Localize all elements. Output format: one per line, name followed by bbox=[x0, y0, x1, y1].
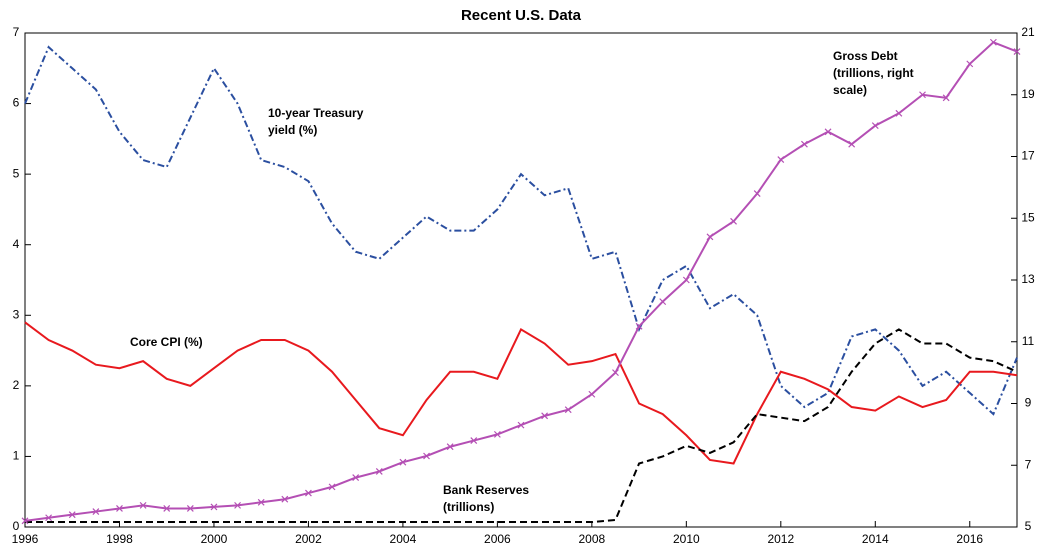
y2-tick-label: 17 bbox=[1021, 149, 1035, 163]
y2-tick-label: 11 bbox=[1022, 334, 1035, 348]
point-marker bbox=[399, 458, 407, 466]
y2-tick-label: 15 bbox=[1021, 210, 1035, 224]
annotation: Bank Reserves bbox=[443, 483, 529, 497]
series-line bbox=[24, 45, 1018, 416]
x-tick-label: 2000 bbox=[201, 532, 228, 546]
point-marker bbox=[210, 503, 218, 511]
point-marker bbox=[848, 140, 856, 148]
x-tick-label: 2004 bbox=[390, 532, 417, 546]
point-marker bbox=[45, 514, 53, 522]
point-marker bbox=[635, 322, 643, 330]
point-marker bbox=[116, 505, 123, 512]
point-marker bbox=[139, 501, 147, 509]
series-line bbox=[25, 328, 1018, 524]
point-marker bbox=[612, 369, 619, 377]
annotation: scale) bbox=[833, 83, 867, 97]
y-tick-label: 5 bbox=[13, 166, 20, 180]
chart-title: Recent U.S. Data bbox=[461, 7, 582, 24]
point-marker bbox=[186, 505, 194, 512]
point-marker bbox=[966, 60, 974, 68]
point-marker bbox=[68, 511, 76, 519]
x-tick-label: 2008 bbox=[579, 532, 606, 546]
plot-frame bbox=[24, 32, 1018, 528]
x-tick-label: 2006 bbox=[484, 532, 511, 546]
point-marker bbox=[588, 390, 596, 398]
point-marker bbox=[234, 501, 241, 509]
point-marker bbox=[92, 508, 100, 515]
y-tick-label: 0 bbox=[13, 519, 20, 533]
y2-tick-label: 21 bbox=[1021, 25, 1035, 39]
point-marker bbox=[541, 412, 549, 420]
annotation: Core CPI (%) bbox=[130, 335, 203, 349]
y-tick-label: 3 bbox=[13, 307, 20, 321]
y-tick-label: 2 bbox=[13, 378, 20, 392]
y-tick-label: 7 bbox=[13, 25, 20, 39]
point-marker bbox=[564, 406, 572, 414]
point-marker bbox=[824, 128, 832, 136]
point-marker bbox=[730, 217, 737, 225]
y-tick-label: 1 bbox=[13, 449, 20, 463]
point-marker bbox=[1013, 48, 1021, 55]
y2-tick-label: 19 bbox=[1021, 87, 1035, 101]
x-tick-label: 2002 bbox=[295, 532, 322, 546]
point-marker bbox=[163, 505, 171, 512]
point-marker bbox=[895, 109, 903, 117]
y-tick-label: 6 bbox=[13, 96, 20, 110]
point-marker bbox=[328, 483, 336, 491]
annotation: yield (%) bbox=[268, 123, 317, 137]
point-marker bbox=[470, 437, 478, 444]
y2-tick-label: 7 bbox=[1025, 457, 1032, 471]
point-marker bbox=[659, 298, 667, 306]
point-marker bbox=[919, 91, 926, 99]
point-marker bbox=[375, 468, 383, 475]
point-marker bbox=[753, 190, 761, 197]
point-marker bbox=[423, 452, 430, 460]
point-marker bbox=[801, 140, 808, 148]
y-tick-label: 4 bbox=[13, 237, 20, 251]
annotation: (trillions, right bbox=[833, 66, 914, 80]
point-marker bbox=[352, 474, 360, 482]
x-tick-label: 2014 bbox=[862, 532, 889, 546]
y2-tick-label: 9 bbox=[1025, 396, 1032, 410]
point-marker bbox=[777, 156, 785, 164]
annotation: 10-year Treasury bbox=[268, 106, 364, 120]
point-marker bbox=[493, 430, 501, 438]
point-marker bbox=[257, 498, 265, 506]
point-marker bbox=[871, 122, 879, 130]
point-marker bbox=[942, 94, 950, 102]
x-tick-label: 2016 bbox=[956, 532, 983, 546]
x-tick-label: 1996 bbox=[12, 532, 39, 546]
point-marker bbox=[281, 495, 289, 503]
x-tick-label: 2012 bbox=[767, 532, 794, 546]
annotation: (trillions) bbox=[443, 500, 494, 514]
x-tick-label: 2010 bbox=[673, 532, 700, 546]
y2-tick-label: 13 bbox=[1021, 272, 1035, 286]
y2-tick-label: 5 bbox=[1025, 519, 1032, 533]
series-line bbox=[24, 321, 1018, 465]
point-marker bbox=[446, 443, 454, 451]
point-marker bbox=[517, 421, 525, 429]
point-marker bbox=[682, 276, 690, 284]
series-line bbox=[24, 41, 1018, 522]
point-marker bbox=[989, 38, 997, 46]
point-marker bbox=[21, 517, 29, 525]
annotation: Gross Debt bbox=[833, 49, 898, 63]
point-marker bbox=[305, 489, 312, 497]
point-marker bbox=[706, 233, 714, 241]
x-tick-label: 1998 bbox=[106, 532, 133, 546]
